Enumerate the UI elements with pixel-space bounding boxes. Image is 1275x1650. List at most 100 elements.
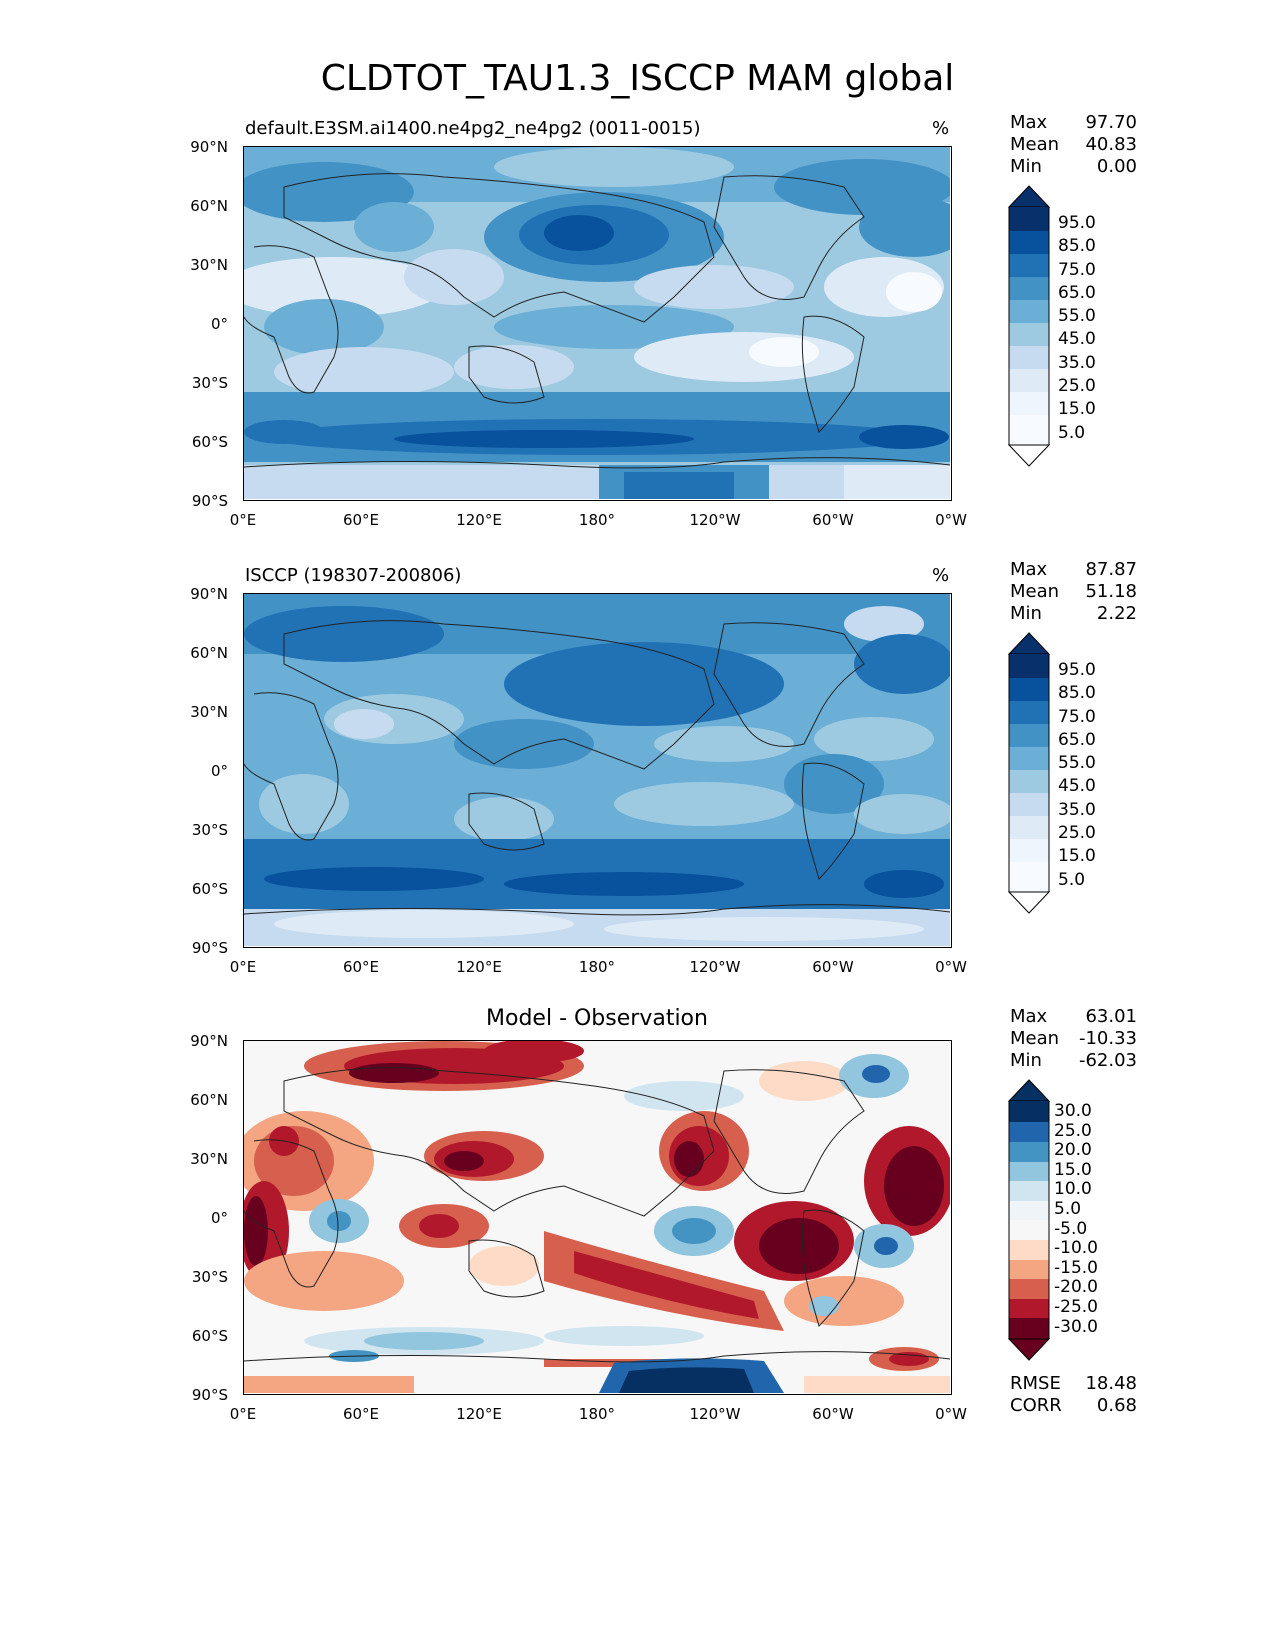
stat-value: 87.87: [1085, 559, 1137, 580]
panel1-ytick: 60°N: [190, 197, 228, 215]
figure-title: CLDTOT_TAU1.3_ISCCP MAM global: [320, 58, 955, 99]
stat-value: 0.00: [1096, 156, 1137, 177]
stat-label: Max: [1010, 112, 1048, 133]
metric-value: 18.48: [1085, 1373, 1137, 1394]
colorbar-label: 5.0: [1058, 422, 1086, 443]
panel3-ytick: 0°: [210, 1209, 228, 1227]
panel3-ytick: 60°S: [191, 1327, 228, 1345]
colorbar-label: -5.0: [1054, 1218, 1088, 1239]
panel1-unit: %: [932, 118, 950, 139]
colorbar-label: 15.0: [1054, 1159, 1092, 1180]
colorbar-label: 85.0: [1058, 683, 1096, 704]
stat-label: Mean: [1010, 1028, 1060, 1049]
stat-min: Min 2.22: [1010, 603, 1137, 625]
panel3-xtick: 120°W: [689, 1405, 741, 1423]
panel1-xtick: 60°W: [812, 511, 854, 529]
panel3-title: Model - Observation: [486, 1006, 708, 1031]
stat-mean: Mean 51.18: [1010, 581, 1137, 603]
panel3-map: [243, 1040, 952, 1395]
panel2-xtick: 60°W: [812, 958, 854, 976]
panel2-map: [243, 593, 952, 948]
panel3-ytick: 30°S: [191, 1268, 228, 1286]
panel3-colorbar-labels: 30.0 25.0 20.0 15.0 10.0 5.0 -5.0 -10.0 …: [1054, 1101, 1098, 1337]
panel3-colorbar: [1007, 1079, 1052, 1366]
metric-corr: CORR 0.68: [1010, 1395, 1137, 1417]
colorbar-label: 35.0: [1058, 799, 1096, 820]
panel1-xtick: 180°: [578, 511, 616, 529]
colorbar-label: 30.0: [1054, 1101, 1092, 1121]
panel3-stats: Max 63.01 Mean -10.33 Min -62.03: [1010, 1006, 1137, 1072]
panel1-ytick: 0°: [210, 315, 228, 333]
stat-max: Max 63.01: [1010, 1006, 1137, 1028]
colorbar-label: 5.0: [1058, 869, 1086, 890]
stat-label: Min: [1010, 156, 1042, 177]
panel2-ytick: 90°N: [190, 585, 228, 603]
stat-min: Min -62.03: [1010, 1050, 1137, 1072]
panel2-xtick: 0°E: [229, 958, 257, 976]
colorbar-label: 55.0: [1058, 306, 1096, 327]
panel2-ytick: 30°N: [190, 703, 228, 721]
panel3-xtick: 0°W: [935, 1405, 967, 1423]
colorbar-label: 95.0: [1058, 213, 1096, 233]
panel1-xtick: 120°W: [689, 511, 741, 529]
panel1-colorbar-labels: 95.0 85.0 75.0 65.0 55.0 45.0 35.0 25.0 …: [1058, 212, 1096, 445]
metric-label: CORR: [1010, 1395, 1062, 1416]
metric-value: 0.68: [1096, 1395, 1137, 1416]
colorbar-label: 65.0: [1058, 729, 1096, 750]
colorbar-label: 15.0: [1058, 399, 1096, 420]
stat-label: Max: [1010, 1006, 1048, 1027]
stat-label: Min: [1010, 603, 1042, 624]
panel3-ytick: 60°N: [190, 1091, 228, 1109]
stat-label: Mean: [1010, 134, 1060, 155]
panel1-colorbar: [1007, 185, 1052, 472]
panel1-ytick: 90°S: [191, 492, 228, 510]
stat-mean: Mean 40.83: [1010, 134, 1137, 156]
stat-value: 97.70: [1085, 112, 1137, 133]
panel3-xtick: 60°W: [812, 1405, 854, 1423]
panel1-xtick: 60°E: [342, 511, 380, 529]
colorbar-label: 25.0: [1058, 823, 1096, 844]
panel1-ytick: 30°S: [191, 374, 228, 392]
panel2-unit: %: [932, 565, 950, 586]
colorbar-label: 5.0: [1054, 1198, 1082, 1219]
stat-label: Min: [1010, 1050, 1042, 1071]
stat-max: Max 97.70: [1010, 112, 1137, 134]
panel1-ytick: 90°N: [190, 138, 228, 156]
panel1-subtitle: default.E3SM.ai1400.ne4pg2_ne4pg2 (0011-…: [245, 118, 701, 139]
panel2-subtitle: ISCCP (198307-200806): [245, 565, 462, 586]
panel1-map: [243, 146, 952, 501]
panel1-xtick: 120°E: [456, 511, 502, 529]
stat-value: 2.22: [1096, 603, 1137, 624]
panel2-ytick: 90°S: [191, 939, 228, 957]
metric-label: RMSE: [1010, 1373, 1061, 1394]
stat-value: 40.83: [1085, 134, 1137, 155]
panel2-xtick: 120°W: [689, 958, 741, 976]
panel1-xtick: 0°E: [229, 511, 257, 529]
panel2-xtick: 180°: [578, 958, 616, 976]
panel2-colorbar: [1007, 632, 1052, 919]
panel3-metrics: RMSE 18.48 CORR 0.68: [1010, 1373, 1137, 1417]
stat-value: -10.33: [1078, 1028, 1137, 1049]
panel2-ytick: 60°N: [190, 644, 228, 662]
stat-max: Max 87.87: [1010, 559, 1137, 581]
panel1-ytick: 30°N: [190, 256, 228, 274]
panel1-xtick: 0°W: [935, 511, 967, 529]
metric-rmse: RMSE 18.48: [1010, 1373, 1137, 1395]
panel3-ytick: 90°N: [190, 1032, 228, 1050]
colorbar-label: 65.0: [1058, 282, 1096, 303]
colorbar-label: -25.0: [1054, 1296, 1098, 1317]
panel1-stats: Max 97.70 Mean 40.83 Min 0.00: [1010, 112, 1137, 178]
panel2-xtick: 120°E: [456, 958, 502, 976]
panel2-ytick: 0°: [210, 762, 228, 780]
colorbar-label: -15.0: [1054, 1257, 1098, 1278]
stat-mean: Mean -10.33: [1010, 1028, 1137, 1050]
colorbar-label: 20.0: [1054, 1140, 1092, 1161]
panel2-stats: Max 87.87 Mean 51.18 Min 2.22: [1010, 559, 1137, 625]
panel2-ytick: 30°S: [191, 821, 228, 839]
colorbar-label: 25.0: [1058, 376, 1096, 397]
stat-min: Min 0.00: [1010, 156, 1137, 178]
panel1-ytick: 60°S: [191, 433, 228, 451]
panel2-xtick: 0°W: [935, 958, 967, 976]
colorbar-label: 55.0: [1058, 753, 1096, 774]
panel3-xtick: 120°E: [456, 1405, 502, 1423]
